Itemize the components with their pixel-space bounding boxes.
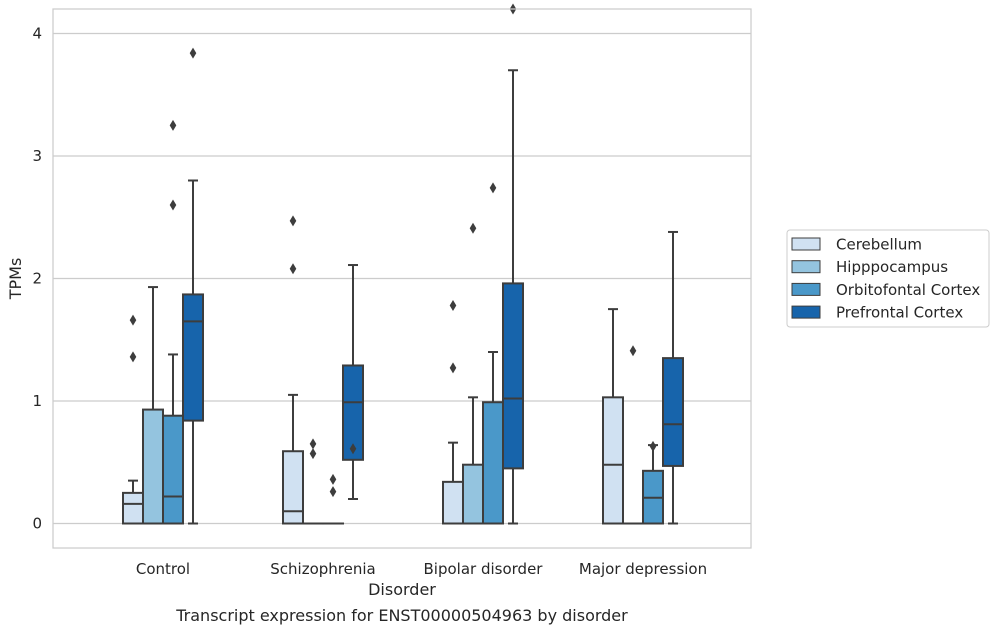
outlier-point xyxy=(329,473,337,485)
legend-label: Prefrontal Cortex xyxy=(836,304,963,322)
box-plot xyxy=(462,222,484,525)
x-axis-label: Disorder xyxy=(368,580,436,599)
outlier-point xyxy=(489,182,497,194)
box xyxy=(122,491,144,525)
boxes xyxy=(122,3,684,525)
box xyxy=(662,357,684,467)
y-tick-labels: 0 1 2 3 4 xyxy=(32,25,42,533)
y-tick-label: 1 xyxy=(32,392,42,410)
box xyxy=(602,396,624,525)
outlier-point xyxy=(309,438,317,450)
y-tick-label: 2 xyxy=(32,270,42,288)
outlier-point xyxy=(329,486,337,498)
outlier-point xyxy=(649,440,657,452)
box-plot xyxy=(302,438,324,525)
legend-label: Cerebellum xyxy=(836,236,922,254)
legend-frame xyxy=(786,229,990,328)
box xyxy=(462,463,484,525)
legend-swatch xyxy=(791,305,821,319)
legend-label: Hipppocampus xyxy=(836,258,948,276)
outlier-point xyxy=(169,119,177,131)
x-tick-labels: Control Schizophrenia Bipolar disorder Majo… xyxy=(136,560,707,578)
outlier-point xyxy=(289,263,297,275)
box-plot xyxy=(502,3,524,525)
box xyxy=(342,364,364,461)
outlier-point xyxy=(469,222,477,234)
outlier-point xyxy=(449,299,457,311)
x-tick-label: Major depression xyxy=(579,560,707,578)
chart-title: Transcript expression for ENST0000050496… xyxy=(175,606,628,625)
box-plot xyxy=(662,230,684,525)
legend-item: Orbitofontal Cortex xyxy=(791,281,980,299)
box-plot xyxy=(322,473,344,525)
box xyxy=(162,414,184,525)
legend-item: Cerebellum xyxy=(791,236,922,254)
outlier-point xyxy=(309,448,317,460)
box-plot xyxy=(342,264,364,500)
y-tick-label: 4 xyxy=(32,25,42,43)
box xyxy=(282,450,304,525)
box-plot xyxy=(482,182,504,525)
box xyxy=(182,293,204,422)
legend-swatch xyxy=(791,260,821,274)
x-tick-label: Schizophrenia xyxy=(270,560,375,578)
outlier-point xyxy=(129,351,137,363)
legend-item: Hipppocampus xyxy=(791,258,948,276)
outlier-point xyxy=(129,314,137,326)
box xyxy=(502,282,524,470)
outlier-point xyxy=(189,47,197,59)
box-plot xyxy=(162,119,184,525)
y-axis-label: TPMs xyxy=(6,258,25,301)
legend-label: Orbitofontal Cortex xyxy=(836,281,980,299)
legend-swatch xyxy=(791,237,821,251)
outlier-point xyxy=(629,345,637,357)
box xyxy=(142,408,164,525)
outlier-point xyxy=(449,362,457,374)
outlier-point xyxy=(349,443,357,455)
box-plot xyxy=(182,47,204,525)
x-tick-label: Bipolar disorder xyxy=(424,560,544,578)
legend-item: Prefrontal Cortex xyxy=(791,304,963,322)
box xyxy=(482,401,504,525)
legend-swatch xyxy=(791,282,821,296)
box-plot xyxy=(442,299,464,525)
box xyxy=(442,480,464,525)
x-tick-label: Control xyxy=(136,560,190,578)
box-plot xyxy=(122,314,144,525)
plot-frame xyxy=(52,8,752,549)
y-tick-label: 3 xyxy=(32,147,42,165)
box-plot xyxy=(622,345,644,525)
box-plot xyxy=(282,215,304,525)
box-plot xyxy=(642,440,664,525)
legend: Cerebellum Hipppocampus Orbitofontal Corte… xyxy=(786,229,990,328)
box-plot xyxy=(602,308,624,525)
box-plot xyxy=(142,286,164,525)
y-tick-label: 0 xyxy=(32,515,42,533)
outlier-point xyxy=(169,199,177,211)
outlier-point xyxy=(289,215,297,227)
